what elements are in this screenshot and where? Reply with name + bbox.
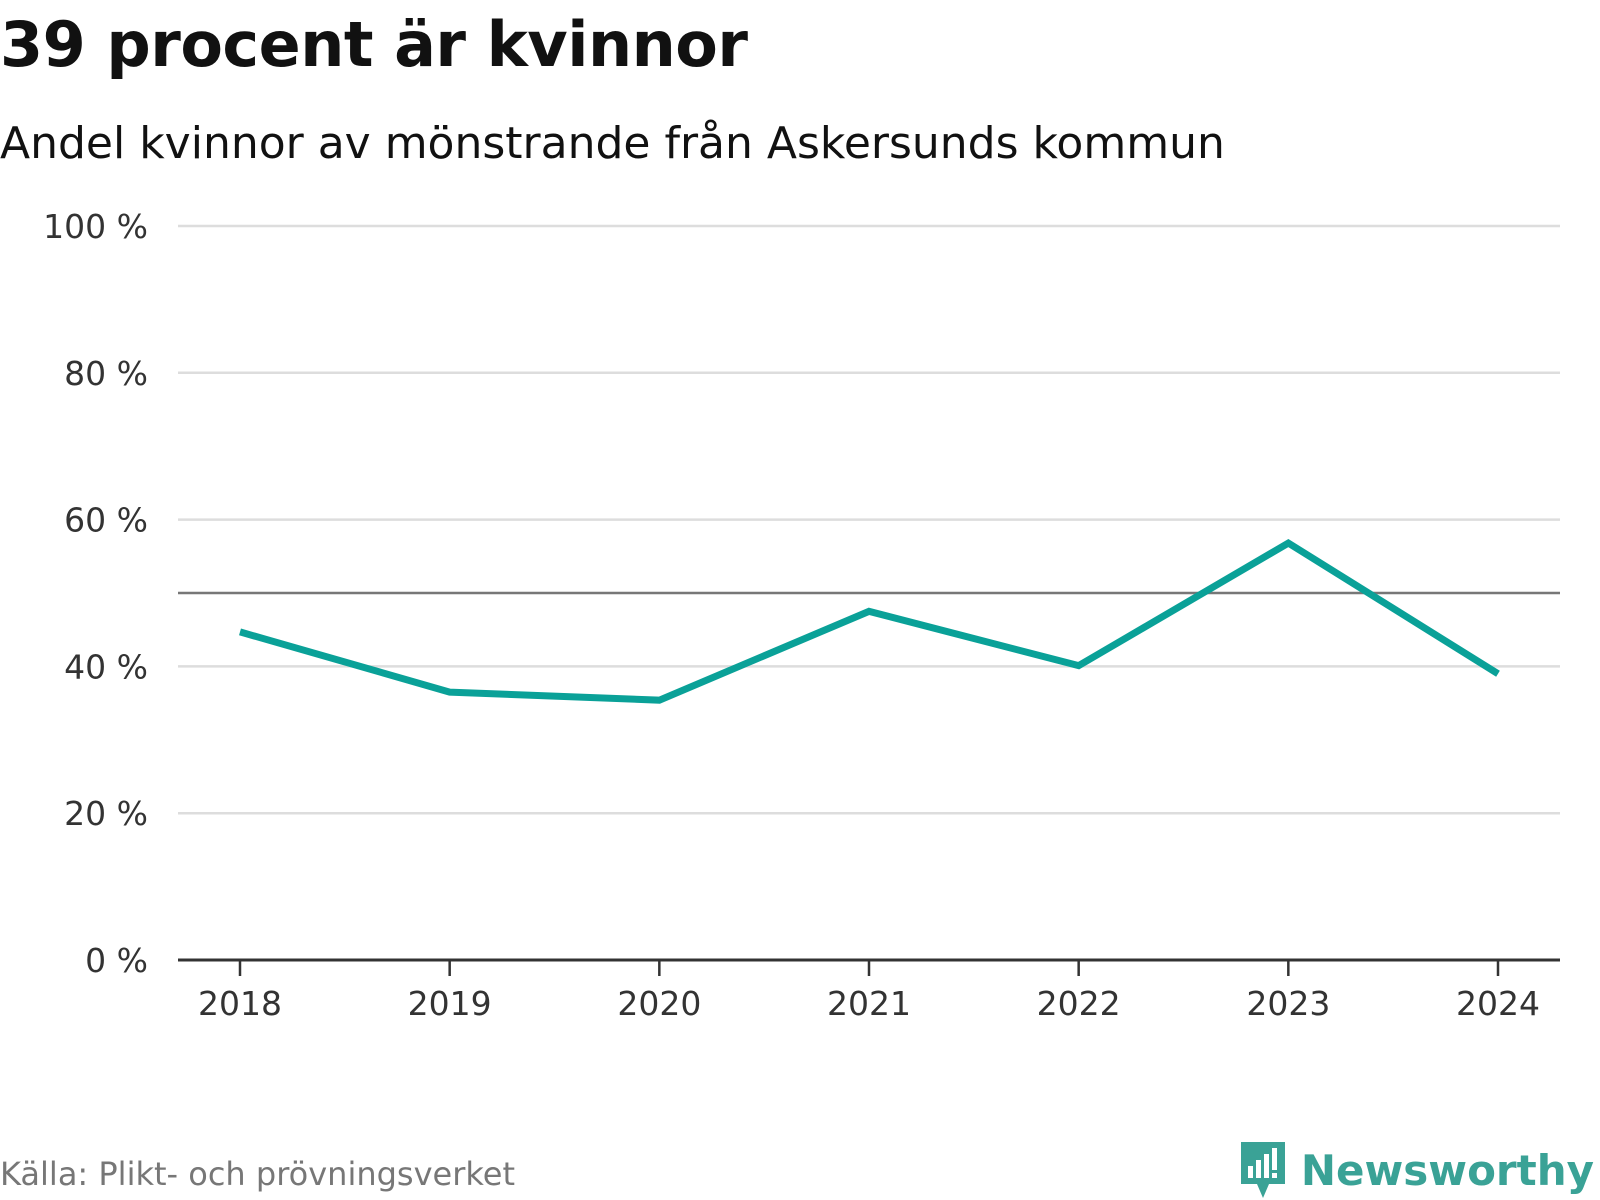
x-tick-label: 2021 bbox=[827, 984, 911, 1023]
newsworthy-logo-icon bbox=[1240, 1142, 1285, 1198]
x-tick-label: 2019 bbox=[408, 984, 492, 1023]
y-tick-label: 100 % bbox=[43, 207, 148, 246]
x-tick-label: 2022 bbox=[1037, 984, 1121, 1023]
x-tick-label: 2018 bbox=[198, 984, 282, 1023]
y-tick-label: 0 % bbox=[85, 941, 148, 980]
y-tick-label: 60 % bbox=[64, 501, 148, 540]
brand-logo: Newsworthy bbox=[1239, 1140, 1594, 1200]
y-tick-label: 20 % bbox=[64, 794, 148, 833]
x-tick-label: 2020 bbox=[617, 984, 701, 1023]
chart-title: 39 procent är kvinnor bbox=[0, 8, 748, 81]
chart-subtitle: Andel kvinnor av mönstrande från Askersu… bbox=[0, 118, 1225, 169]
brand-name: Newsworthy bbox=[1300, 1145, 1594, 1195]
y-tick-label: 80 % bbox=[64, 354, 148, 393]
series-line bbox=[239, 539, 1500, 704]
y-tick-label: 40 % bbox=[64, 647, 148, 686]
source-note: Källa: Plikt- och prövningsverket bbox=[0, 1155, 515, 1193]
x-tick-label: 2023 bbox=[1246, 984, 1330, 1023]
line-chart: 0 % 20 % 40 % 60 % 80 % 100 % 2018 2019 2020 2021… bbox=[43, 207, 1560, 1023]
x-tick-label: 2024 bbox=[1456, 984, 1540, 1023]
